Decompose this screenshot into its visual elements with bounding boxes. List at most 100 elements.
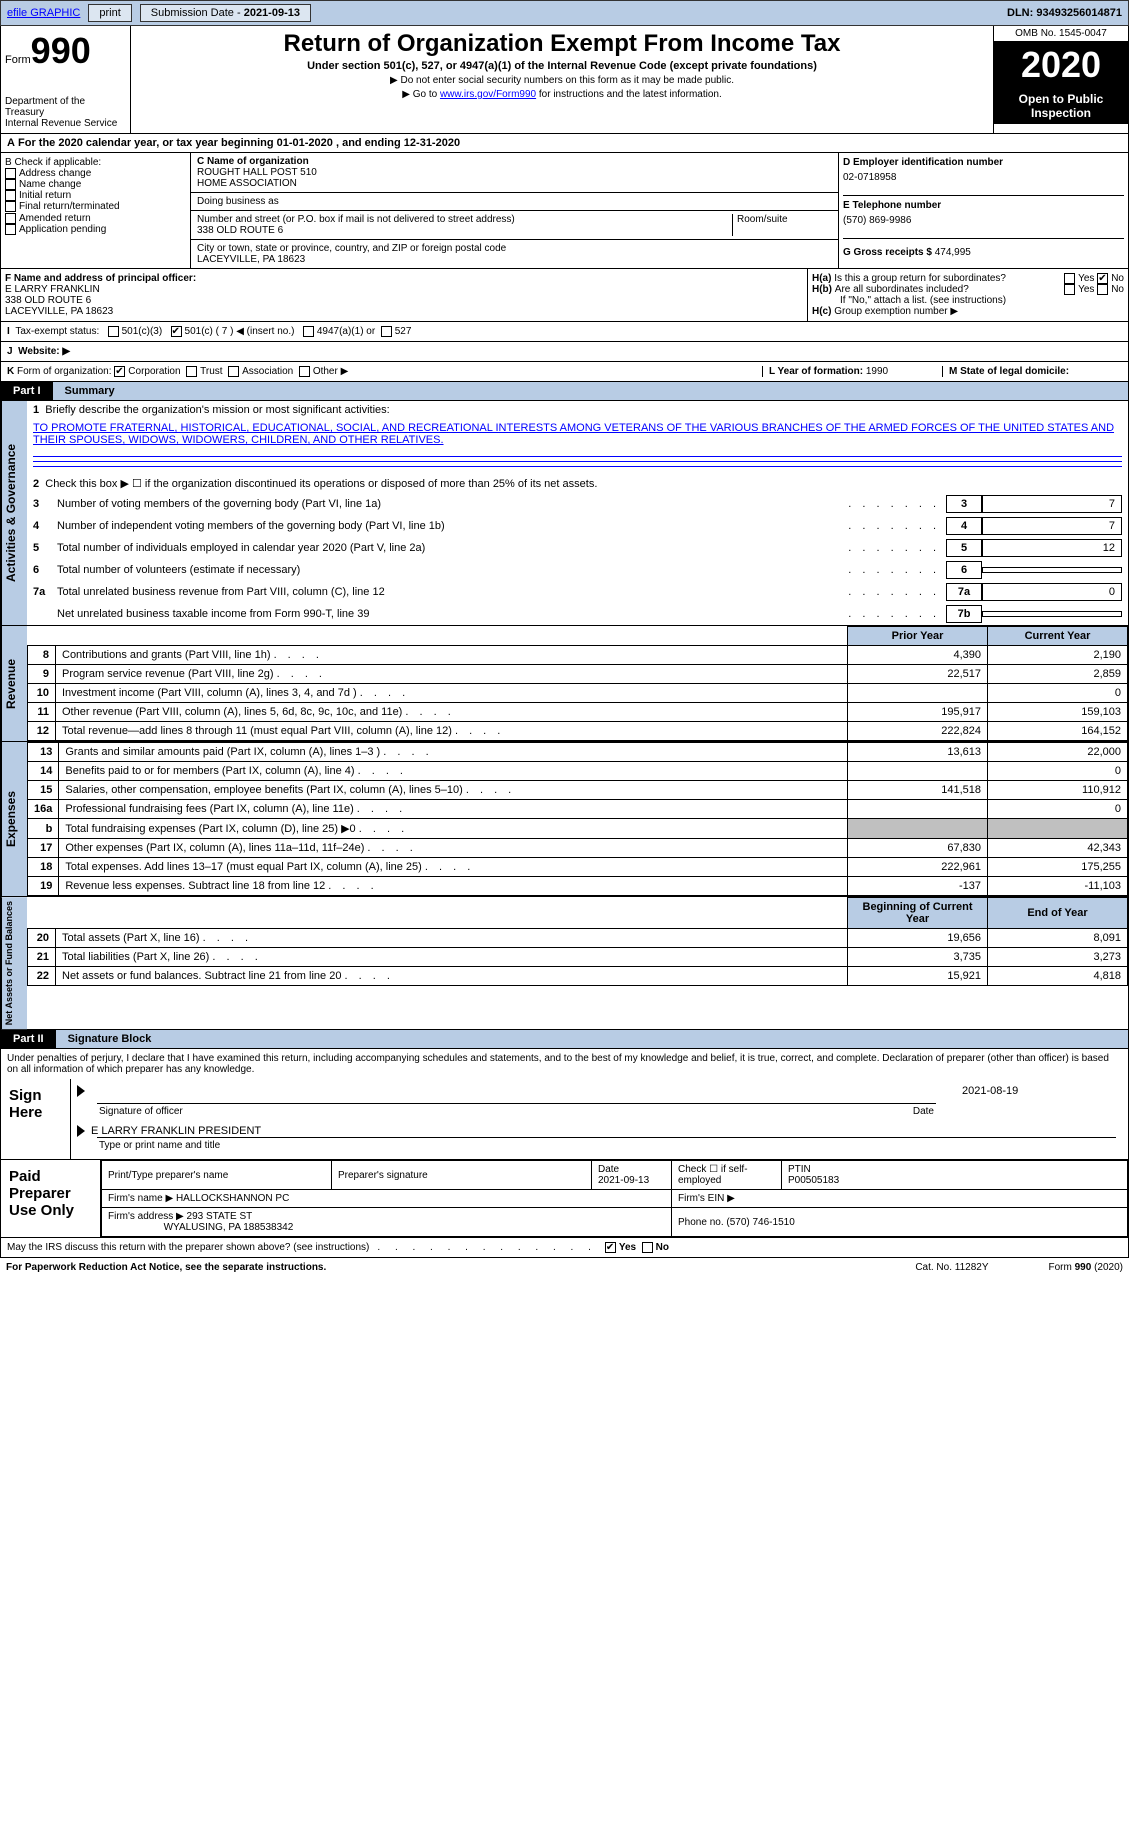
org-name-1: ROUGHT HALL POST 510 <box>197 167 832 178</box>
chk-4947[interactable] <box>303 326 314 337</box>
prep-ptin: P00505183 <box>788 1175 1121 1186</box>
revenue-block: Revenue Prior YearCurrent Year 8Contribu… <box>0 626 1129 742</box>
k-label: Form of organization: <box>17 366 112 377</box>
gov-line: 6Total number of volunteers (estimate if… <box>27 559 1128 581</box>
chk-hb-no[interactable] <box>1097 284 1108 295</box>
fin-row: 20Total assets (Part X, line 16) . . . .… <box>28 929 1128 948</box>
dba-label: Doing business as <box>197 196 279 207</box>
org-address: 338 OLD ROUTE 6 <box>197 225 732 236</box>
addr-label: Number and street (or P.O. box if mail i… <box>197 214 732 225</box>
note2-post: for instructions and the latest informat… <box>536 89 722 100</box>
chk-527[interactable] <box>381 326 392 337</box>
fin-row: 11Other revenue (Part VIII, column (A), … <box>28 703 1128 722</box>
fin-row: 9Program service revenue (Part VIII, lin… <box>28 665 1128 684</box>
sig-date-value: 2021-08-19 <box>962 1085 1122 1097</box>
firm-phone-label: Phone no. <box>678 1217 726 1228</box>
gov-line: 4Number of independent voting members of… <box>27 515 1128 537</box>
firm-phone: (570) 746-1510 <box>726 1217 794 1228</box>
k-o1: Corporation <box>128 366 180 377</box>
prep-h4: Check ☐ if self-employed <box>672 1161 782 1190</box>
line-A: A For the 2020 calendar year, or tax yea… <box>0 134 1129 153</box>
chk-app-pending[interactable] <box>5 224 16 235</box>
chk-501c3[interactable] <box>108 326 119 337</box>
chk-address-change[interactable] <box>5 168 16 179</box>
part2-header: Part II Signature Block <box>0 1030 1129 1049</box>
chk-ha-no[interactable] <box>1097 273 1108 284</box>
discuss-text: May the IRS discuss this return with the… <box>7 1242 369 1253</box>
chk-discuss-yes[interactable] <box>605 1242 616 1253</box>
firm-addr1: 293 STATE ST <box>187 1211 253 1222</box>
prep-h5: PTIN <box>788 1164 1121 1175</box>
gov-line: 5Total number of individuals employed in… <box>27 537 1128 559</box>
chk-initial-return[interactable] <box>5 190 16 201</box>
gov-line: Net unrelated business taxable income fr… <box>27 603 1128 625</box>
b-item-5: Application pending <box>19 224 106 235</box>
form-note2: ▶ Go to www.irs.gov/Form990 for instruct… <box>135 89 989 100</box>
i-o2: 501(c) ( 7 ) ◀ (insert no.) <box>185 326 295 337</box>
hb-yes: Yes <box>1078 284 1094 295</box>
firm-name: HALLOCKSHANNON PC <box>176 1193 289 1204</box>
org-name-2: HOME ASSOCIATION <box>197 178 832 189</box>
cat-no: Cat. No. 11282Y <box>915 1262 988 1273</box>
chk-discuss-no[interactable] <box>642 1242 653 1253</box>
a-mid: , and ending <box>333 137 404 149</box>
chk-assoc[interactable] <box>228 366 239 377</box>
line-i: I Tax-exempt status: 501(c)(3) 501(c) ( … <box>0 322 1129 342</box>
footer-line: For Paperwork Reduction Act Notice, see … <box>0 1258 1129 1277</box>
form-header-mid: Return of Organization Exempt From Incom… <box>131 26 993 133</box>
discuss-yes: Yes <box>619 1242 636 1253</box>
hc-text: Group exemption number ▶ <box>834 306 958 317</box>
discuss-no: No <box>656 1242 669 1253</box>
line-j: J Website: ▶ <box>0 342 1129 362</box>
line-klm: K Form of organization: Corporation Trus… <box>0 362 1129 382</box>
col-prior: Prior Year <box>848 627 988 646</box>
col-f: F Name and address of principal officer:… <box>1 269 808 321</box>
chk-501c[interactable] <box>171 326 182 337</box>
officer-addr1: 338 OLD ROUTE 6 <box>5 295 803 306</box>
fin-row: bTotal fundraising expenses (Part IX, co… <box>28 819 1128 839</box>
form-note1: ▶ Do not enter social security numbers o… <box>135 75 989 86</box>
chk-name-change[interactable] <box>5 179 16 190</box>
firm-name-label: Firm's name ▶ <box>108 1193 173 1204</box>
prep-label: Paid Preparer Use Only <box>1 1160 101 1237</box>
fin-row: 8Contributions and grants (Part VIII, li… <box>28 646 1128 665</box>
fin-row: 15Salaries, other compensation, employee… <box>28 781 1128 800</box>
col-end: End of Year <box>988 898 1128 929</box>
form-header-left: Form990 Department of the Treasury Inter… <box>1 26 131 133</box>
firm-addr-label: Firm's address ▶ <box>108 1211 184 1222</box>
instructions-link[interactable]: www.irs.gov/Form990 <box>440 89 536 100</box>
chk-corp[interactable] <box>114 366 125 377</box>
chk-final-return[interactable] <box>5 201 16 212</box>
b-item-4: Amended return <box>19 213 91 224</box>
b-item-2: Initial return <box>19 190 71 201</box>
a-pre: For the 2020 calendar year, or tax year … <box>18 137 277 149</box>
i-label: Tax-exempt status: <box>15 326 99 337</box>
signature-area: Under penalties of perjury, I declare th… <box>0 1049 1129 1160</box>
chk-other[interactable] <box>299 366 310 377</box>
chk-hb-yes[interactable] <box>1064 284 1075 295</box>
preparer-area: Paid Preparer Use Only Print/Type prepar… <box>0 1160 1129 1238</box>
chk-trust[interactable] <box>186 366 197 377</box>
col-beg: Beginning of Current Year <box>848 898 988 929</box>
paperwork-notice: For Paperwork Reduction Act Notice, see … <box>6 1262 326 1273</box>
fin-row: 16aProfessional fundraising fees (Part I… <box>28 800 1128 819</box>
sig-date-label: Date <box>913 1106 934 1117</box>
print-button[interactable]: print <box>88 4 131 22</box>
chk-amended[interactable] <box>5 213 16 224</box>
netassets-block: Net Assets or Fund Balances Beginning of… <box>0 897 1129 1030</box>
m-label: M State of legal domicile: <box>949 366 1069 377</box>
efile-link[interactable]: efile GRAPHIC <box>7 7 80 19</box>
form-subtitle: Under section 501(c), 527, or 4947(a)(1)… <box>135 60 989 72</box>
gov-line: 3Number of voting members of the governi… <box>27 493 1128 515</box>
col-deg: D Employer identification number 02-0718… <box>838 153 1128 268</box>
fin-row: 21Total liabilities (Part X, line 26) . … <box>28 948 1128 967</box>
mission-text: TO PROMOTE FRATERNAL, HISTORICAL, EDUCAT… <box>27 419 1128 449</box>
i-o1: 501(c)(3) <box>122 326 163 337</box>
b-item-3: Final return/terminated <box>19 202 120 213</box>
vtab-governance: Activities & Governance <box>1 401 27 625</box>
discuss-row: May the IRS discuss this return with the… <box>0 1238 1129 1258</box>
dln-label: DLN: <box>1007 7 1036 19</box>
col-c: C Name of organization ROUGHT HALL POST … <box>191 153 838 268</box>
chk-ha-yes[interactable] <box>1064 273 1075 284</box>
col-h: H(a) Is this a group return for subordin… <box>808 269 1128 321</box>
